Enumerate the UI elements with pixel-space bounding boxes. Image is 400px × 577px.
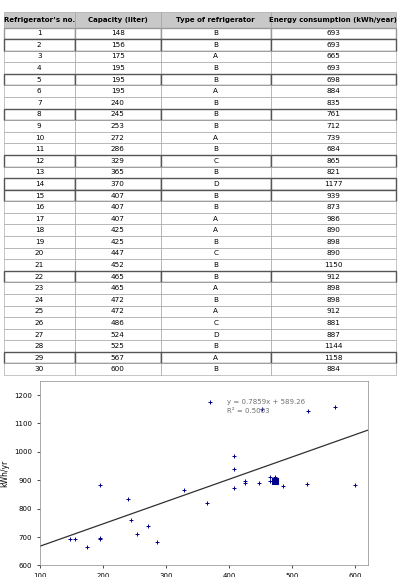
Point: [97, 533, 103, 542]
Point: [272, 472, 278, 481]
Point: [97, 480, 103, 489]
Point: [272, 476, 278, 485]
Point: [267, 472, 274, 481]
Text: y = 0.7859x + 589.26
R² = 0.5063: y = 0.7859x + 589.26 R² = 0.5063: [227, 399, 305, 414]
Point: [331, 402, 338, 411]
Point: [230, 484, 237, 493]
Point: [272, 476, 278, 485]
Point: [352, 480, 358, 489]
Point: [67, 534, 74, 544]
Point: [280, 481, 287, 490]
Point: [230, 464, 237, 474]
Point: [97, 534, 103, 544]
Point: [242, 478, 248, 488]
Point: [304, 479, 311, 489]
Point: [207, 397, 214, 406]
Point: [125, 494, 132, 503]
Point: [133, 529, 140, 538]
Point: [267, 476, 274, 485]
Point: [259, 404, 265, 414]
Point: [72, 534, 78, 544]
Point: [84, 542, 90, 552]
Point: [256, 478, 262, 488]
Point: [145, 522, 152, 531]
Point: [204, 498, 210, 507]
Point: [305, 406, 311, 415]
Point: [242, 476, 248, 485]
Point: [230, 451, 237, 460]
Point: [128, 515, 135, 524]
Point: [181, 486, 188, 495]
Point: [154, 537, 160, 546]
Y-axis label: kWh/yr: kWh/yr: [0, 459, 9, 487]
